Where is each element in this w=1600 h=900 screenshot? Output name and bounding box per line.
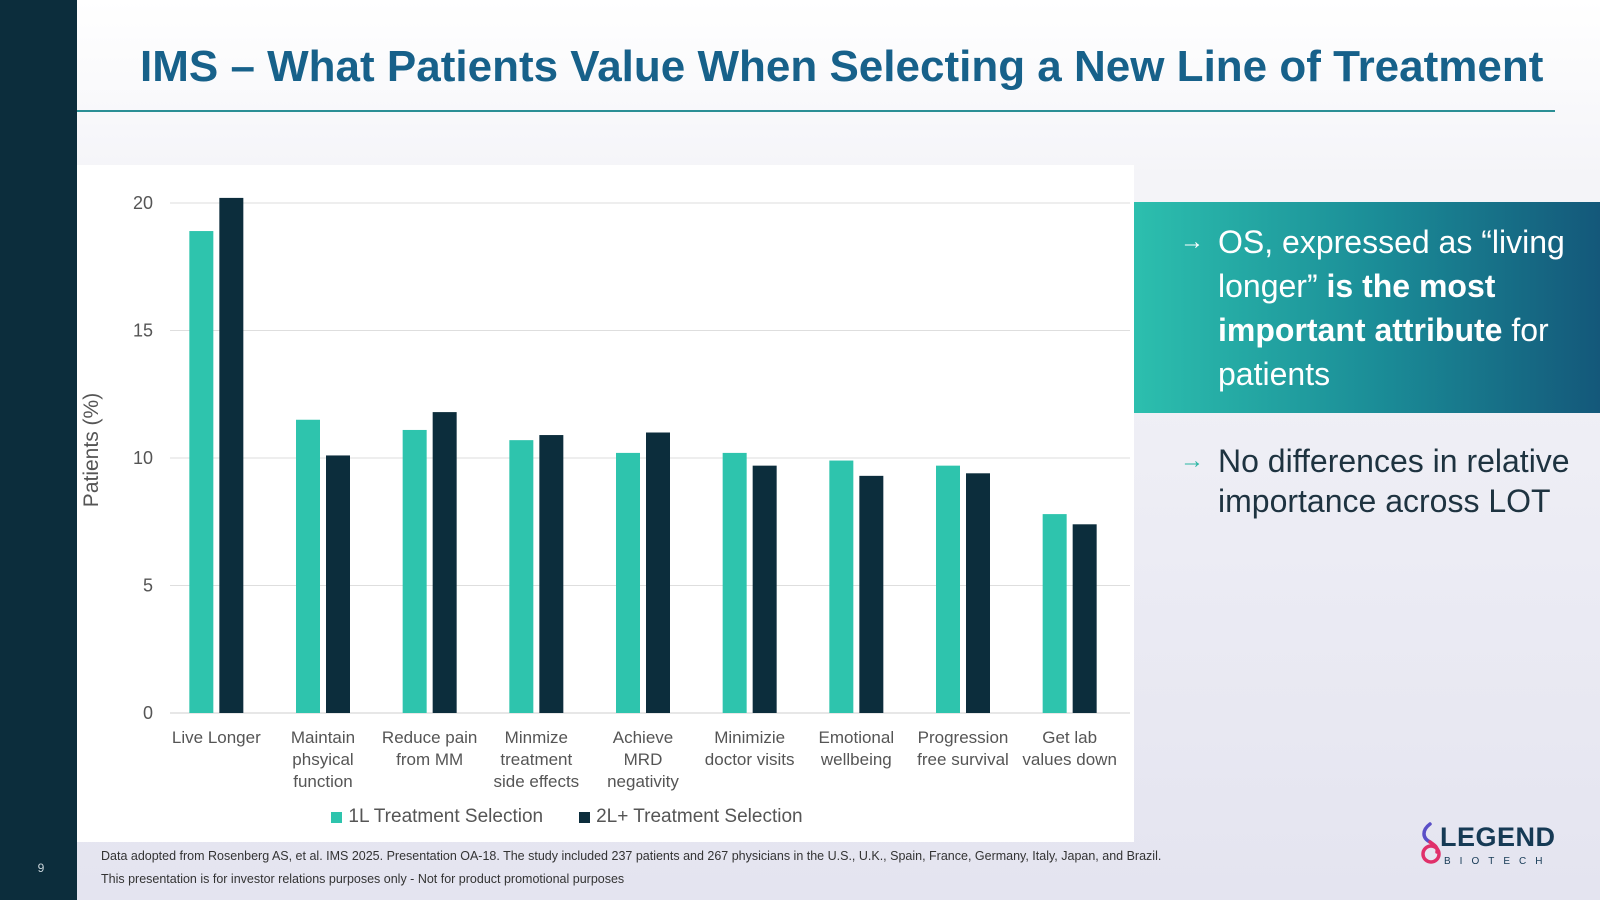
page-title: IMS – What Patients Value When Selecting…: [140, 42, 1544, 91]
logo-wordmark: LEGEND: [1440, 822, 1556, 852]
footnote-source: Data adopted from Rosenberg AS, et al. I…: [101, 849, 1162, 863]
arrow-right-icon: →: [1180, 228, 1204, 255]
y-axis-title: Patients (%): [80, 392, 103, 508]
bar-1l-7: [936, 465, 960, 713]
legend-label-2l: 2L+ Treatment Selection: [596, 806, 803, 827]
bar-1l-6: [829, 460, 854, 713]
x-tick-label-line: from MM: [396, 750, 464, 769]
x-tick-label-line: Emotional: [818, 728, 895, 747]
bar-1l-0: [189, 231, 214, 714]
bar-2l-7: [966, 473, 990, 713]
callout-bullet-os: → OS, expressed as “living longer” is th…: [1180, 220, 1580, 396]
bar-2l-1: [326, 455, 350, 713]
x-tick-label: Maintain phsyical function: [267, 727, 379, 793]
footnote-disclaimer: This presentation is for investor relati…: [101, 872, 625, 886]
x-tick-label-line: Maintain: [290, 728, 356, 747]
x-tick-label-line: values down: [1022, 750, 1117, 769]
bar-2l-3: [539, 435, 564, 713]
x-tick-label-line: Live Longer: [171, 728, 261, 747]
page-number: 9: [37, 861, 45, 875]
legend-swatch-2l: [579, 811, 591, 823]
x-tick-label-line: wellbeing: [820, 750, 892, 769]
logo-subtext: BIOTECH: [1444, 856, 1552, 867]
bar-2l-4: [646, 432, 670, 713]
x-tick-label-line: Progression: [917, 728, 1009, 747]
x-tick-label: Progression free survival: [907, 727, 1019, 771]
x-tick-label-line: MRD: [623, 750, 663, 769]
bar-2l-5: [752, 465, 777, 713]
bar-2l-6: [859, 475, 884, 713]
key-finding-callout: [1134, 202, 1600, 413]
x-tick-label: Minimizie doctor visits: [694, 727, 806, 771]
bar-2l-0: [219, 197, 244, 713]
x-tick-label-line: Minmize: [504, 728, 568, 747]
bar-1l-4: [616, 452, 640, 713]
x-tick-label: Emotional wellbeing: [800, 727, 912, 771]
x-tick-label-line: Minimizie: [714, 728, 786, 747]
x-tick-label: Achieve MRD negativity: [587, 727, 699, 793]
bar-1l-3: [509, 440, 534, 713]
legend-biotech-logo: LEGEND BIOTECH: [1418, 818, 1556, 874]
bullet-text-lot: No differences in relative importance ac…: [1218, 443, 1570, 519]
x-tick-label-line: phsyical: [292, 750, 354, 769]
x-tick-label: Live Longer: [160, 727, 272, 749]
logo-mark-icon: [1421, 822, 1441, 864]
bullet-text-post: for patients: [1218, 312, 1549, 392]
x-tick-label-line: side effects: [493, 772, 580, 791]
bar-1l-8: [1042, 514, 1067, 713]
y-tick-label: 20: [133, 193, 153, 213]
legend-item-1l: 1L Treatment Selection: [331, 806, 543, 828]
bar-2l-8: [1072, 524, 1097, 713]
legend-item-2l: 2L+ Treatment Selection: [579, 806, 803, 828]
x-tick-label-line: doctor visits: [704, 750, 795, 769]
y-tick-label: 5: [143, 576, 153, 596]
bar-2l-2: [432, 412, 457, 713]
arrow-right-icon: →: [1180, 447, 1204, 474]
callout-bullet-lot: → No differences in relative importance …: [1180, 441, 1590, 521]
x-tick-label-line: treatment: [500, 750, 573, 769]
bullet-text-pre: OS, expressed as “living longer”: [1218, 224, 1565, 304]
title-divider: [77, 110, 1555, 112]
x-tick-label-line: Get lab: [1042, 728, 1098, 747]
y-tick-label: 10: [133, 448, 153, 468]
x-tick-label: Reduce pain from MM: [374, 727, 486, 771]
y-tick-label: 0: [143, 703, 153, 723]
bar-1l-1: [296, 419, 320, 713]
x-tick-label-line: Achieve: [612, 728, 674, 747]
bar-1l-5: [722, 452, 747, 713]
sidebar: [0, 0, 77, 900]
legend-swatch-1l: [331, 811, 343, 823]
x-tick-label: Get lab values down: [1014, 727, 1126, 771]
y-tick-label: 15: [133, 321, 153, 341]
x-tick-label-line: Reduce pain: [381, 728, 478, 747]
x-tick-label-line: free survival: [917, 750, 1009, 769]
x-tick-label: Minmize treatment side effects: [480, 727, 592, 793]
x-tick-label-line: negativity: [607, 772, 679, 791]
chart-legend: 1L Treatment Selection 2L+ Treatment Sel…: [0, 806, 1134, 828]
bullet-text-bold: is the most important attribute: [1218, 268, 1503, 348]
x-tick-label-line: function: [293, 772, 353, 791]
legend-label-1l: 1L Treatment Selection: [348, 806, 544, 827]
bar-1l-2: [402, 429, 427, 713]
